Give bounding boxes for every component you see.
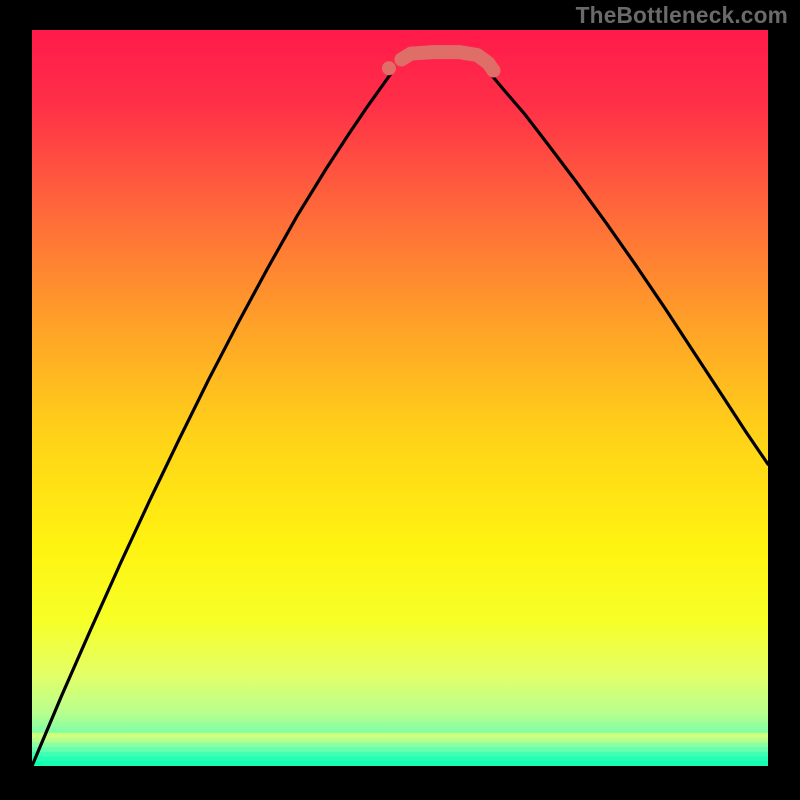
valley-highlight	[382, 52, 494, 75]
plot-area	[32, 30, 768, 770]
curve-right	[488, 71, 768, 464]
chart-root: TheBottleneck.com	[0, 0, 800, 800]
curve-left	[32, 71, 393, 766]
watermark-text: TheBottleneck.com	[576, 2, 788, 29]
curves	[32, 30, 768, 766]
